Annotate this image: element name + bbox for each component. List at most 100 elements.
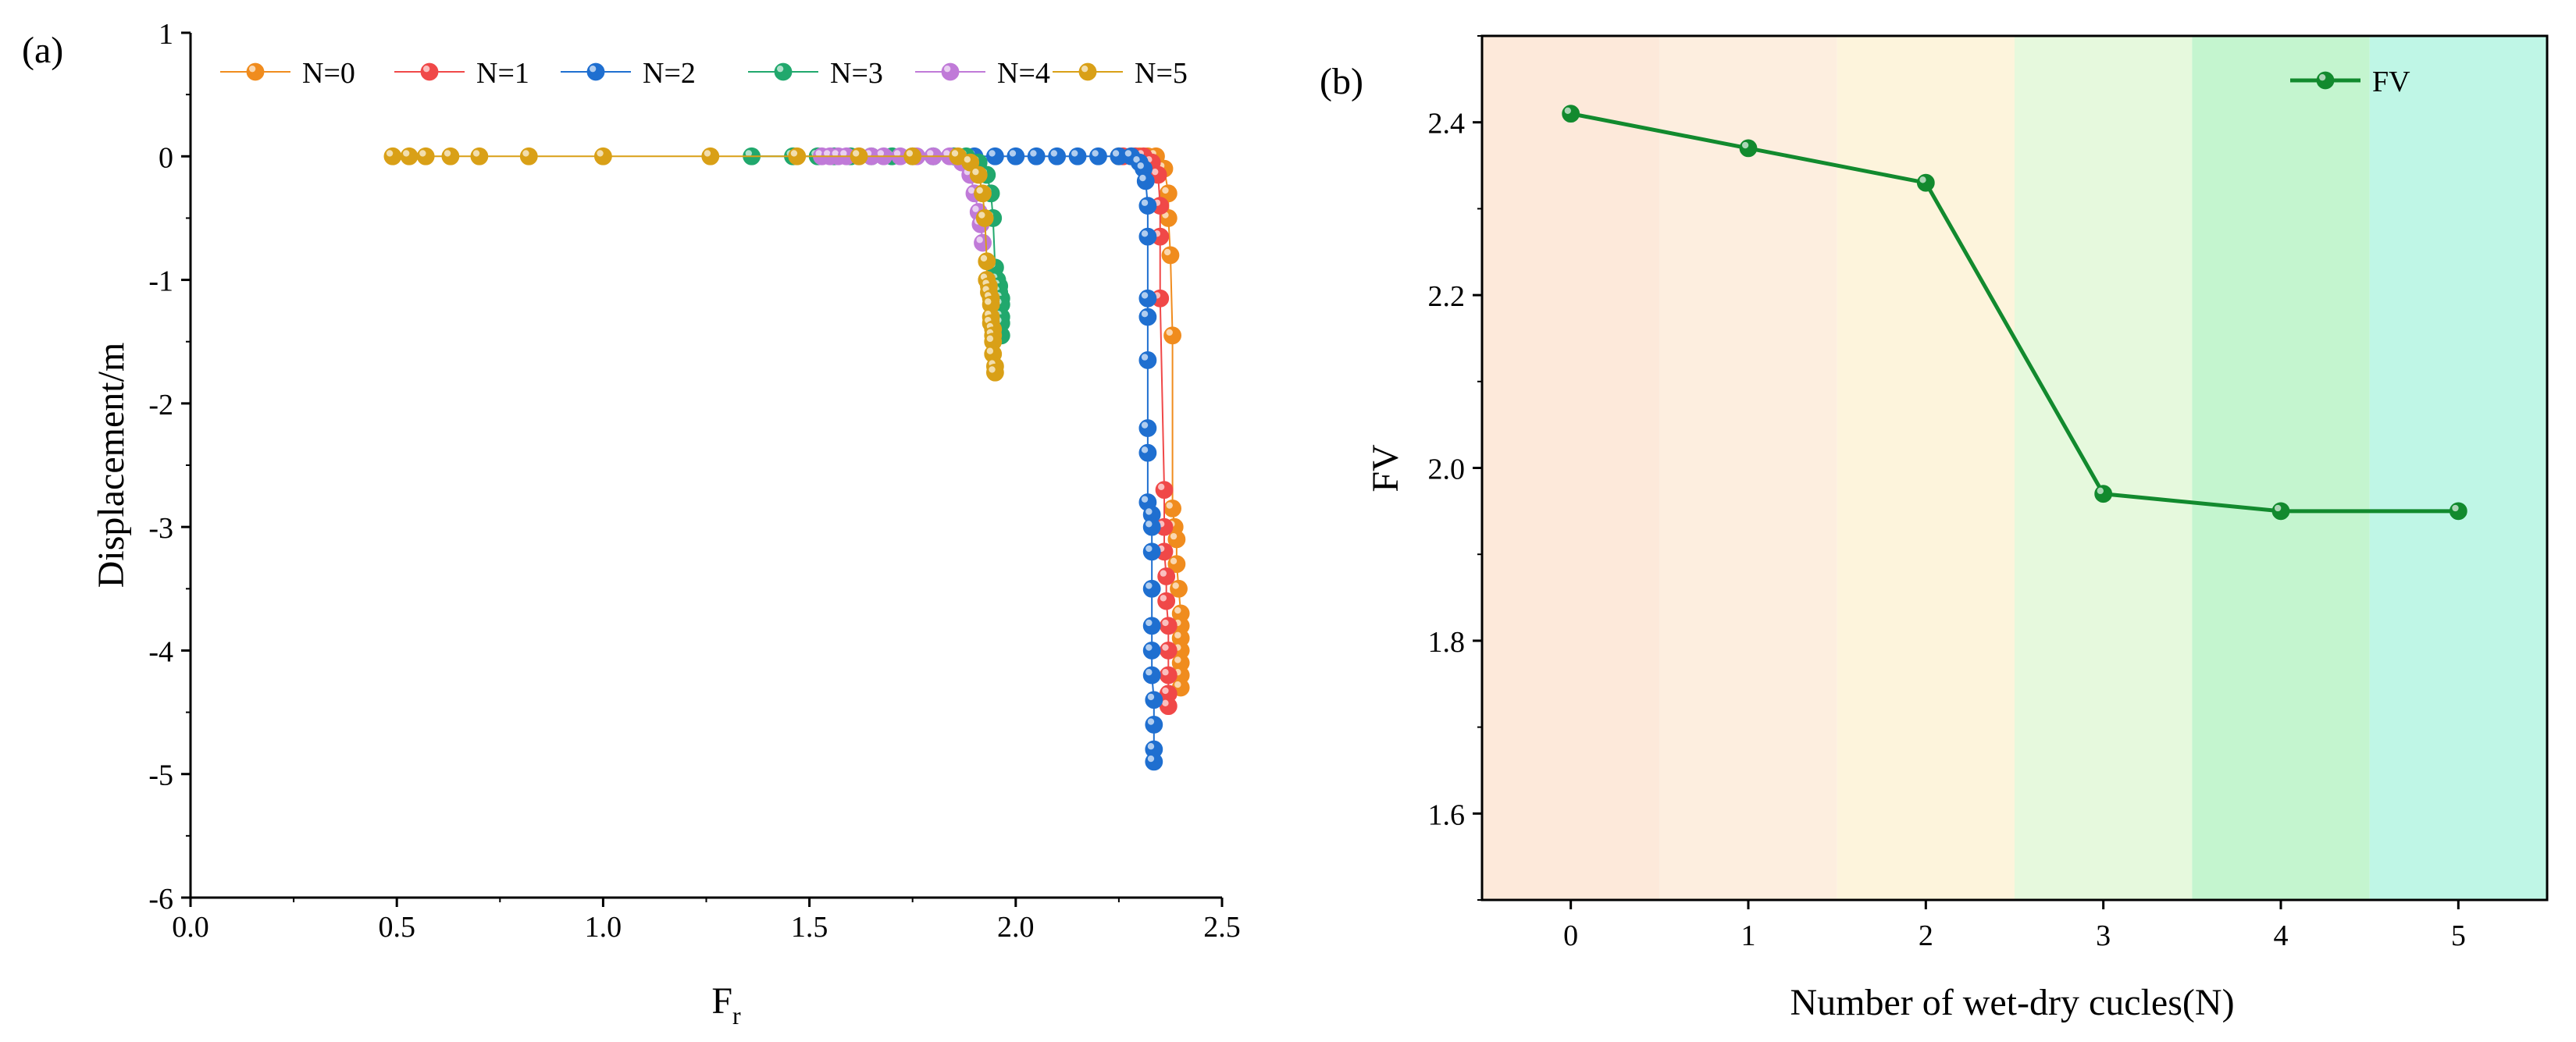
- marker-body: [1155, 481, 1174, 500]
- marker-body: [246, 62, 265, 81]
- data-point: [1138, 308, 1157, 326]
- background-band: [1837, 36, 2015, 900]
- marker-highlight: [943, 150, 950, 157]
- marker-body: [850, 147, 868, 165]
- data-point: [1145, 716, 1163, 734]
- marker-highlight: [1141, 496, 1149, 503]
- panel-a-legend: N=0 N=1 N=2 N=3 N=4 N=5: [220, 57, 1188, 90]
- series-line: [1570, 112, 2459, 514]
- data-point: [383, 147, 402, 165]
- panel-b-x-tick-label: 5: [2451, 919, 2466, 952]
- panel-b-plot-area: [1482, 36, 2547, 900]
- marker-highlight: [1170, 532, 1178, 540]
- marker-highlight: [1163, 248, 1171, 256]
- marker-highlight: [2452, 504, 2459, 512]
- marker-body: [788, 147, 807, 165]
- data-point: [1027, 147, 1046, 165]
- marker-highlight: [815, 150, 822, 157]
- marker-highlight: [1174, 656, 1181, 663]
- panel-b-x-axis-title: Number of wet-dry cucles(N): [1790, 982, 2234, 1023]
- marker-highlight: [1050, 150, 1057, 157]
- marker-body: [1159, 617, 1178, 635]
- data-point: [1739, 139, 1758, 158]
- data-point: [1142, 642, 1161, 660]
- marker-highlight: [1174, 681, 1181, 688]
- legend-marker: [1078, 62, 1097, 81]
- marker-highlight: [989, 366, 996, 373]
- panel-a-y-tick-label: -1: [148, 265, 173, 298]
- marker-body: [774, 62, 793, 81]
- marker-body: [1145, 716, 1163, 734]
- legend-label: N=0: [302, 57, 355, 90]
- legend-entry-n-0: N=0: [220, 57, 355, 90]
- marker-body: [1142, 542, 1161, 561]
- marker-body: [1145, 752, 1163, 771]
- marker-highlight: [832, 150, 839, 157]
- marker-body: [903, 147, 922, 165]
- panel-b-x-tick-label: 0: [1563, 919, 1578, 952]
- legend-label: N=4: [997, 57, 1050, 90]
- marker-highlight: [522, 150, 529, 157]
- marker-highlight: [1162, 619, 1169, 627]
- data-point: [1167, 530, 1186, 549]
- marker-highlight: [248, 65, 256, 73]
- marker-body: [1007, 147, 1025, 165]
- panel-a-y-tick-label: -3: [148, 512, 173, 545]
- data-point: [1142, 617, 1161, 635]
- data-point: [1161, 246, 1180, 265]
- data-point: [1142, 579, 1161, 598]
- panel-a-x-tick-label: 1.5: [791, 911, 828, 944]
- panel-a-y-tick-label: 1: [159, 18, 173, 51]
- data-point: [1562, 105, 1580, 123]
- marker-highlight: [1145, 644, 1153, 651]
- marker-body: [985, 147, 1004, 165]
- marker-body: [416, 147, 435, 165]
- legend-marker: [2316, 71, 2335, 90]
- data-point: [1138, 197, 1157, 215]
- marker-highlight: [986, 335, 994, 343]
- background-band: [2015, 36, 2193, 900]
- marker-body: [975, 209, 994, 227]
- marker-body: [2316, 71, 2335, 90]
- marker-body: [470, 147, 489, 165]
- marker-highlight: [927, 150, 934, 157]
- marker-body: [1159, 666, 1178, 685]
- marker-body: [1048, 147, 1067, 165]
- data-point: [1171, 653, 1190, 672]
- data-point: [961, 153, 980, 172]
- marker-highlight: [1145, 582, 1153, 589]
- marker-highlight: [444, 150, 451, 157]
- marker-body: [1068, 147, 1087, 165]
- marker-highlight: [1170, 557, 1178, 564]
- marker-highlight: [1162, 687, 1169, 695]
- marker-body: [2449, 502, 2467, 521]
- marker-body: [1142, 517, 1161, 536]
- data-point: [1167, 555, 1186, 574]
- panel-a-x-tick-label: 2.0: [997, 911, 1035, 944]
- marker-highlight: [790, 150, 798, 157]
- marker-body: [1167, 530, 1186, 549]
- data-point: [1145, 740, 1163, 759]
- marker-highlight: [976, 236, 983, 244]
- marker-highlight: [1137, 162, 1144, 169]
- panel-b-series-group: [1562, 105, 2467, 521]
- data-point: [1068, 147, 1087, 165]
- marker-highlight: [1157, 483, 1165, 490]
- panel-a-x-axis-title-main: F: [711, 980, 732, 1022]
- marker-highlight: [840, 150, 847, 157]
- panel-b-x-tick-label: 2: [1919, 919, 1933, 952]
- data-point: [441, 147, 460, 165]
- marker-body: [1138, 289, 1157, 308]
- marker-body: [1089, 147, 1107, 165]
- panel-a-x-tick-label: 0.0: [172, 911, 209, 944]
- marker-body: [1078, 62, 1097, 81]
- data-point: [1136, 172, 1155, 190]
- marker-highlight: [1145, 521, 1153, 528]
- data-point: [1138, 443, 1157, 462]
- marker-body: [1027, 147, 1046, 165]
- panel-b-y-tick-label: 2.0: [1428, 453, 1466, 486]
- series-n-1: [1113, 147, 1178, 716]
- panel-a-y-tick-label: -4: [148, 635, 173, 668]
- data-point: [416, 147, 435, 165]
- marker-highlight: [986, 347, 994, 354]
